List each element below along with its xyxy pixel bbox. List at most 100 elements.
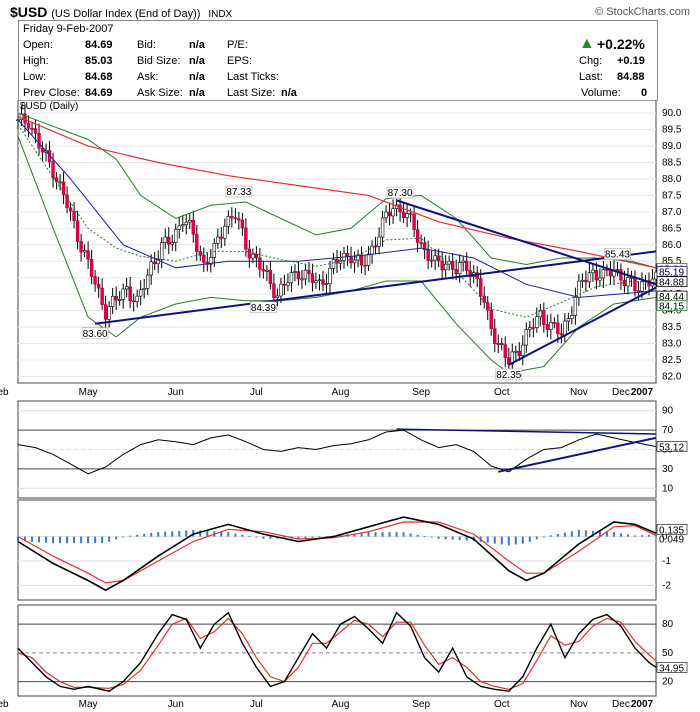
candle-body xyxy=(422,242,427,251)
candle-body xyxy=(598,277,602,281)
candle-body xyxy=(146,274,150,289)
rsi-value-label: 53.12 xyxy=(659,442,684,453)
candle-body xyxy=(300,278,304,281)
candle-body xyxy=(117,299,122,301)
macd-histogram-bar xyxy=(206,530,209,537)
x-axis-label: Jun xyxy=(168,387,184,398)
candle-body xyxy=(240,219,245,229)
candle-body xyxy=(177,225,181,230)
macd-histogram-bar xyxy=(626,534,629,537)
high-value: 85.03 xyxy=(85,55,113,67)
quote-header: $USD (US Dollar Index (End of Day)) INDX… xyxy=(0,0,700,101)
candle-body xyxy=(475,272,479,279)
x-axis-label-bottom: Nov xyxy=(570,699,588,710)
candle-body xyxy=(489,309,493,329)
ask-size-label: Ask Size: xyxy=(137,87,183,99)
macd-histogram-bar xyxy=(185,530,188,537)
candle-body xyxy=(191,219,195,235)
price-y-tick: 84.0 xyxy=(662,306,682,317)
x-axis-label-bottom: Oct xyxy=(494,699,510,710)
price-label: 85.43 xyxy=(605,250,630,261)
price-y-tick: 82.0 xyxy=(662,371,682,382)
price-label: 82.35 xyxy=(496,370,521,381)
x-axis-label-bottom: 2007 xyxy=(631,699,654,710)
price-y-tick: 82.5 xyxy=(662,355,682,366)
watermark: © StockCharts.com xyxy=(595,6,690,18)
up-arrow-icon: ▲ xyxy=(579,35,595,52)
x-axis-label: May xyxy=(79,387,98,398)
macd-histogram-bar xyxy=(598,531,601,537)
eps-label: EPS: xyxy=(227,55,253,67)
candle-body xyxy=(426,249,430,261)
macd-histogram-bar xyxy=(612,532,615,537)
stochastic-frame xyxy=(17,604,657,697)
macd-histogram-bar xyxy=(227,532,230,537)
bid-label: Bid: xyxy=(137,39,156,51)
price-label-box xyxy=(604,248,631,260)
macd-signal-line xyxy=(17,521,657,584)
price-label-box xyxy=(495,368,523,381)
low-label: Low: xyxy=(23,71,47,83)
candle-body xyxy=(352,259,357,264)
candle-body xyxy=(636,290,641,293)
candle-body xyxy=(72,210,76,221)
candle-body xyxy=(377,236,381,247)
macd-value-box xyxy=(656,523,688,535)
quote-box: Friday 9-Feb-2007 Open: 84.69 High: 85.0… xyxy=(18,20,658,101)
macd-histogram-bar xyxy=(458,536,461,541)
macd-histogram-bar xyxy=(178,530,181,537)
candle-body xyxy=(429,259,434,262)
rsi-y-tick: 90 xyxy=(662,406,674,417)
candle-body xyxy=(258,257,262,270)
candle-body xyxy=(244,227,248,250)
candle-body xyxy=(465,260,469,271)
x-axis-label: Sep xyxy=(412,387,430,398)
candle-body xyxy=(188,219,192,223)
candle-body xyxy=(237,218,241,221)
macd-histogram-bar xyxy=(255,536,258,538)
prev-close-label: Prev Close: xyxy=(23,87,80,99)
right-price-label: 85.19 xyxy=(659,267,684,278)
candle-body xyxy=(447,260,451,265)
price-label: 87.33 xyxy=(226,187,251,198)
stochastic-y-tick: 80 xyxy=(662,619,674,630)
candle-body xyxy=(167,236,171,245)
price-y-tick: 87.5 xyxy=(662,190,682,201)
candle-body xyxy=(195,233,199,252)
candle-body xyxy=(26,122,31,129)
candle-body xyxy=(356,254,360,261)
macd-histogram-bar xyxy=(157,532,160,537)
candle-body xyxy=(391,208,395,217)
candle-body xyxy=(622,279,627,287)
macd-line xyxy=(17,516,657,592)
chg-value: +0.19 xyxy=(617,55,645,67)
candle-body xyxy=(184,221,188,225)
trendline xyxy=(508,286,657,366)
price-y-tick: 89.5 xyxy=(662,125,682,136)
candle-body xyxy=(247,248,252,259)
candle-body xyxy=(40,147,45,153)
bid-value: n/a xyxy=(189,39,205,51)
macd-histogram-bar xyxy=(325,536,328,537)
candle-body xyxy=(128,286,132,302)
macd-histogram-bar xyxy=(493,536,496,544)
last-label: Last: xyxy=(579,71,603,83)
price-y-tick: 88.5 xyxy=(662,158,682,169)
macd-histogram-bar xyxy=(409,533,412,537)
right-price-label: 84.88 xyxy=(659,278,684,289)
macd-histogram-bar xyxy=(535,536,538,540)
symbol-name: (US Dollar Index (End of Day)) xyxy=(51,8,201,20)
x-axis-label-bottom: Jun xyxy=(168,699,184,710)
last-size-value: n/a xyxy=(281,87,297,99)
rsi-y-tick: 10 xyxy=(662,483,674,494)
x-axis-label: Jul xyxy=(250,387,263,398)
price-label: 83.60 xyxy=(83,329,108,340)
candle-body xyxy=(345,252,350,257)
macd-histogram-bar xyxy=(122,536,125,538)
x-axis-label-bottom: Feb xyxy=(0,699,9,710)
candle-body xyxy=(251,253,255,259)
candle-body xyxy=(580,279,585,282)
candle-body xyxy=(82,250,87,253)
candle-body xyxy=(174,229,178,243)
symbol: $USD xyxy=(10,4,48,20)
